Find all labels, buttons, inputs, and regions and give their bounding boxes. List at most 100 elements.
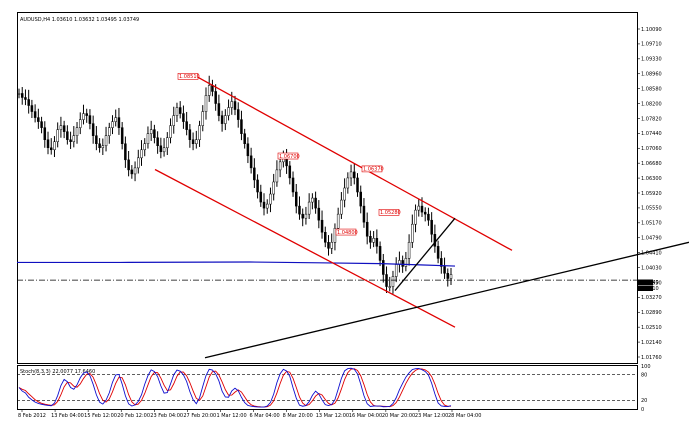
y-tick-label: 1.06300 [641,176,662,182]
x-tick-label: 28 Mar 04:00 [448,413,481,419]
price-tag-box [637,279,653,285]
price-bar-body [159,145,163,153]
x-tick-label: 16 Mar 04:00 [349,413,382,419]
y-tick-label: 1.07440 [641,131,662,137]
stochastic-main-line [18,367,452,408]
price-bar-body [59,125,63,130]
price-tag-text: 1.03610 [638,286,659,292]
price-annotation-labels: 1.08510 1.06700 1.06370 1.05280 1.04800 [177,73,401,236]
price-bar-body [317,207,321,221]
price-bar-body [153,129,156,138]
y-tick-label: 1.02890 [641,310,662,316]
y-tick-label: 1.08580 [641,86,662,92]
price-bar-body [417,205,421,211]
stochastic-tick-label: 100 [641,364,651,370]
price-bar-body [185,121,188,130]
price-bar-body [204,95,208,112]
x-tick-label: 6 Mar 04:00 [250,413,280,419]
y-tick-label: 1.02510 [641,325,662,331]
price-bar-body [411,223,414,243]
stochastic-lines [17,367,637,408]
price-bar-body [272,181,275,195]
price-bar-body [249,155,253,169]
price-bar-body [201,111,205,126]
annotation-text: 1.04800 [337,230,358,236]
price-bar-body [295,191,298,207]
price-bar-body [111,121,114,128]
price-bar-body [333,227,337,243]
price-bar-body [243,133,246,144]
price-bar-body [62,125,66,132]
price-bar-body [343,187,346,201]
x-tick-label: 20 Feb 12:00 [117,413,150,419]
price-bar-body [449,274,453,279]
price-bar-body [182,113,185,122]
price-bar-body [140,149,143,159]
price-bar-body [17,93,21,95]
annotation-text: 1.06370 [363,167,384,173]
annotation-label: 1.08510 [177,73,200,80]
price-bar-body [20,93,24,98]
y-tick-label: 1.05170 [641,221,662,227]
price-bar-body [46,139,50,149]
trend-line [204,241,689,359]
price-bar-body [311,197,314,203]
price-bar-body [214,91,217,104]
price-bar-body [195,139,198,144]
moving-average-line [17,261,456,267]
y-tick-label: 1.07820 [641,116,662,122]
price-bar-body [414,209,417,225]
annotation-box [335,228,357,236]
moving-average-path [17,261,456,267]
x-tick-label: 23 Mar 12:00 [415,413,448,419]
price-bar-body [66,131,69,140]
price-bar-body [256,179,259,193]
price-bar-body [427,213,430,221]
trend-channel-lines [154,76,689,359]
price-bar-body [324,232,327,243]
y-tick-label: 1.04030 [641,265,662,271]
price-bar-body [320,219,324,233]
x-axis-ticks: 8 Feb 2012 13 Feb 04:00 15 Feb 12:00 20 Feb… [18,409,481,419]
price-bar-body [269,193,272,205]
price-bar-body [95,135,98,144]
price-bar-body [385,274,388,287]
x-tick-label: 8 Mar 20:00 [283,413,313,419]
price-bar-body [253,167,256,181]
price-bar-body [340,199,343,215]
price-bar-body [265,203,269,209]
y-axis-ticks: 1.10090 1.09710 1.09330 1.08960 1.08580 1.082… [637,27,662,361]
price-bar-body [37,117,40,122]
price-bar-body [233,101,237,110]
price-bar-body [98,143,101,149]
price-bar-body [236,109,240,120]
price-bar-body [224,115,227,124]
price-bar-body [108,127,111,136]
price-bar-body [375,238,379,247]
price-bar-body [404,258,408,267]
price-bar-body [130,169,134,175]
x-tick-label: 23 Feb 04:00 [150,413,183,419]
price-bar-body [188,129,192,140]
y-tick-label: 1.09330 [641,57,662,63]
price-bar-body [166,137,169,149]
price-bar-body [127,159,130,171]
trend-line [154,168,456,328]
price-bar-body [146,133,150,144]
y-tick-label: 1.07060 [641,146,662,152]
price-bar-body [82,113,85,120]
symbol-header: AUDUSD,H4 1.03610 1.03632 1.03495 1.0374… [20,17,139,23]
annotation-label: 1.05280 [378,209,401,216]
price-bar-body [382,260,385,275]
price-bar-body [49,147,53,151]
trend-line [394,217,456,292]
price-bar-body [101,145,105,149]
y-tick-label: 1.10090 [641,27,662,33]
price-bar-body [91,123,95,136]
price-bar-body [30,105,34,112]
price-bar-body [391,276,395,287]
annotation-box [378,209,400,216]
main-plot-frame [17,12,638,364]
stochastic-header: Stoch(8,3,3) 22.0077 17.6460 [20,369,95,375]
